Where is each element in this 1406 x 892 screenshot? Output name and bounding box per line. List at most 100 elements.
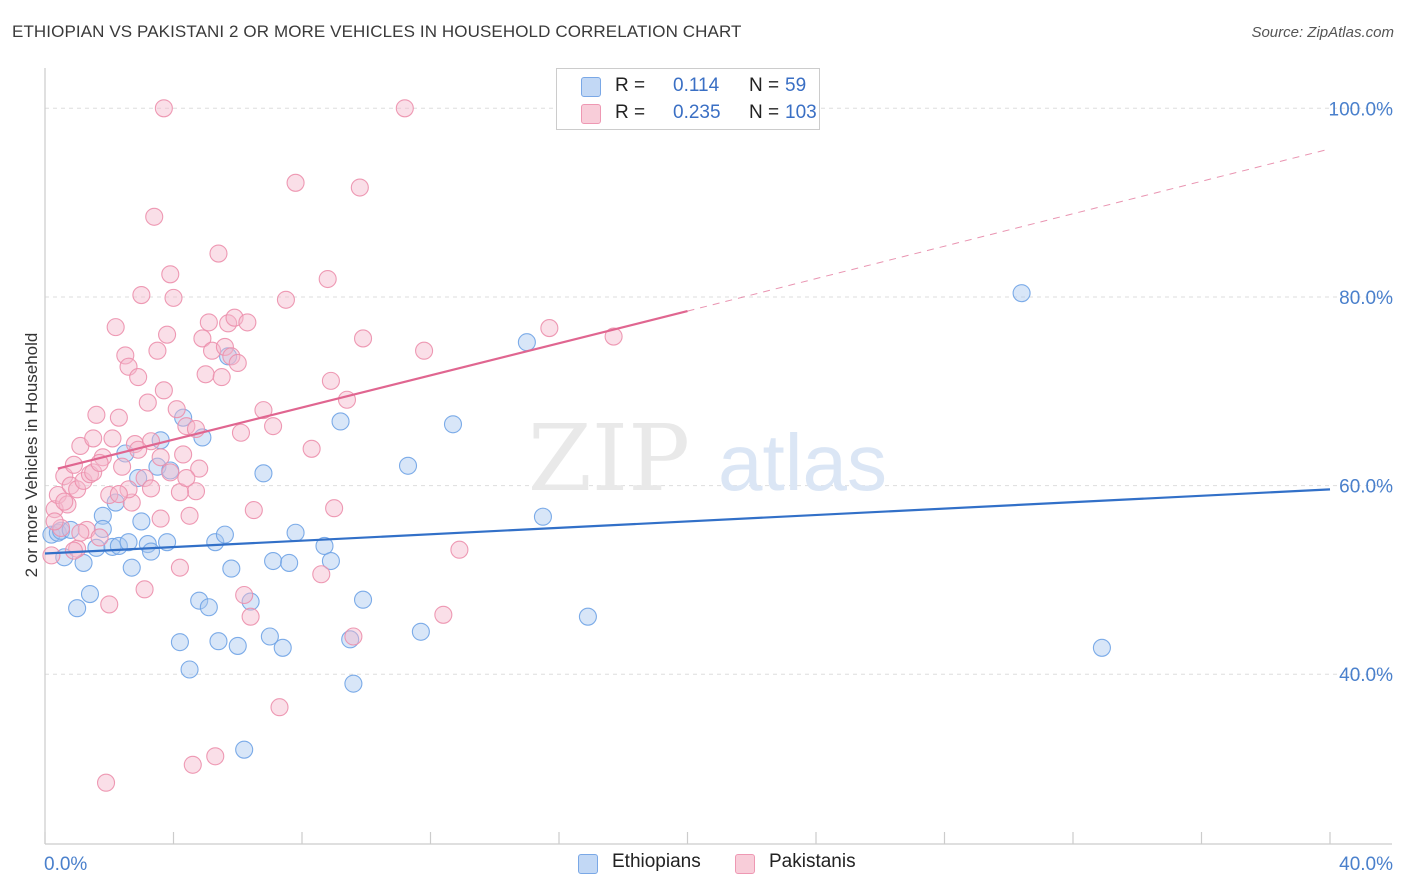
point-pakistanis-35 [154, 381, 173, 400]
legend-swatch-pakistanis [581, 104, 601, 124]
point-ethiopians-39 [260, 627, 279, 646]
point-pakistanis-63 [244, 501, 263, 520]
point-pakistanis-51 [206, 747, 225, 766]
point-ethiopians-53 [517, 333, 536, 352]
point-pakistanis-70 [312, 565, 331, 584]
point-ethiopians-16 [122, 558, 141, 577]
point-ethiopians-28 [190, 591, 209, 610]
watermark-atlas: atlas [718, 418, 887, 507]
point-ethiopians-44 [315, 536, 334, 555]
point-pakistanis-53 [212, 368, 231, 387]
point-ethiopians-41 [273, 638, 292, 657]
point-ethiopians-15 [119, 533, 138, 552]
point-pakistanis-83 [604, 327, 623, 346]
point-pakistanis-18 [100, 485, 119, 505]
point-pakistanis-38 [164, 288, 183, 307]
point-pakistanis-33 [148, 341, 167, 360]
point-pakistanis-69 [302, 439, 321, 458]
point-ethiopians-7 [80, 584, 100, 604]
point-ethiopians-18 [132, 512, 151, 531]
point-ethiopians-40 [264, 551, 283, 571]
point-ethiopians-50 [398, 456, 418, 475]
legend-swatch-ethiopians [581, 77, 601, 97]
point-pakistanis-43 [180, 506, 199, 525]
point-pakistanis-85 [45, 512, 64, 531]
point-pakistanis-27 [129, 368, 148, 387]
point-pakistanis-68 [286, 173, 305, 192]
point-pakistanis-40 [170, 558, 189, 577]
point-pakistanis-89 [119, 480, 138, 499]
point-pakistanis-41 [174, 445, 193, 464]
point-pakistanis-0 [42, 546, 61, 565]
point-ethiopians-27 [180, 660, 199, 679]
series-pakistanis [42, 99, 623, 792]
point-pakistanis-62 [241, 607, 260, 626]
point-ethiopians-42 [280, 553, 299, 572]
point-pakistanis-30 [138, 393, 157, 412]
point-ethiopians-33 [215, 525, 234, 544]
grid-lines [45, 107, 1392, 675]
point-pakistanis-98 [55, 492, 74, 511]
point-pakistanis-47 [193, 329, 212, 348]
point-pakistanis-54 [215, 337, 234, 356]
point-pakistanis-58 [228, 353, 247, 373]
point-pakistanis-75 [344, 627, 363, 646]
point-ethiopians-49 [353, 590, 373, 609]
y-tick-label-40: 40.0% [1339, 665, 1393, 686]
point-ethiopians-52 [443, 415, 463, 434]
legend-r-value: 0.114 [673, 75, 720, 96]
trend-line-pakistanis [57, 310, 688, 470]
point-pakistanis-60 [235, 585, 254, 605]
legend-n-label: N = [749, 102, 780, 123]
point-pakistanis-101 [71, 523, 90, 542]
legend-r-value: 0.235 [673, 102, 721, 123]
legend-n-value: 103 [785, 102, 817, 123]
point-pakistanis-100 [109, 485, 128, 504]
point-pakistanis-22 [113, 457, 132, 476]
series-ethiopians [42, 284, 1111, 759]
point-pakistanis-39 [167, 400, 186, 419]
point-ethiopians-38 [254, 464, 273, 483]
point-pakistanis-17 [96, 773, 116, 792]
y-tick-label-60: 60.0% [1339, 477, 1393, 498]
point-pakistanis-13 [84, 429, 103, 448]
point-ethiopians-43 [286, 523, 305, 542]
bottom-legend-swatch-ethiopians [578, 854, 598, 874]
point-pakistanis-65 [264, 417, 283, 436]
point-pakistanis-52 [209, 244, 228, 263]
axes [44, 68, 1392, 845]
point-ethiopians-56 [1012, 284, 1031, 303]
point-pakistanis-77 [353, 329, 373, 348]
point-pakistanis-2 [48, 485, 67, 505]
point-ethiopians-46 [331, 412, 350, 431]
point-ethiopians-55 [578, 607, 597, 626]
point-ethiopians-57 [1092, 638, 1111, 657]
legend-n-value: 59 [785, 75, 807, 96]
point-pakistanis-79 [415, 341, 434, 360]
point-pakistanis-80 [434, 605, 453, 624]
point-ethiopians-9 [93, 506, 112, 525]
chart-title: ETHIOPIAN VS PAKISTANI 2 OR MORE VEHICLE… [12, 22, 742, 41]
point-ethiopians-25 [170, 633, 189, 652]
point-pakistanis-56 [222, 347, 241, 366]
bottom-legend-label-pakistanis: Pakistanis [769, 851, 856, 872]
point-pakistanis-5 [58, 495, 77, 514]
point-pakistanis-46 [190, 459, 209, 478]
point-pakistanis-45 [186, 482, 206, 501]
point-pakistanis-73 [325, 499, 344, 518]
point-pakistanis-87 [84, 463, 103, 482]
point-ethiopians-47 [341, 630, 360, 649]
legend-r-label: R = [615, 102, 646, 123]
tick-labels: 40.0% 60.0% 80.0% 100.0% 0.0% 40.0% [44, 99, 1393, 875]
point-pakistanis-72 [321, 371, 340, 390]
point-pakistanis-44 [183, 755, 202, 774]
point-pakistanis-67 [276, 290, 295, 309]
point-ethiopians-54 [533, 507, 552, 526]
data-points [42, 99, 1111, 792]
x-tick-label-min: 0.0% [44, 854, 87, 875]
point-pakistanis-88 [100, 595, 119, 614]
point-ethiopians-58 [235, 740, 254, 759]
point-ethiopians-31 [206, 533, 225, 552]
point-ethiopians-51 [411, 622, 430, 641]
point-pakistanis-37 [161, 265, 180, 284]
